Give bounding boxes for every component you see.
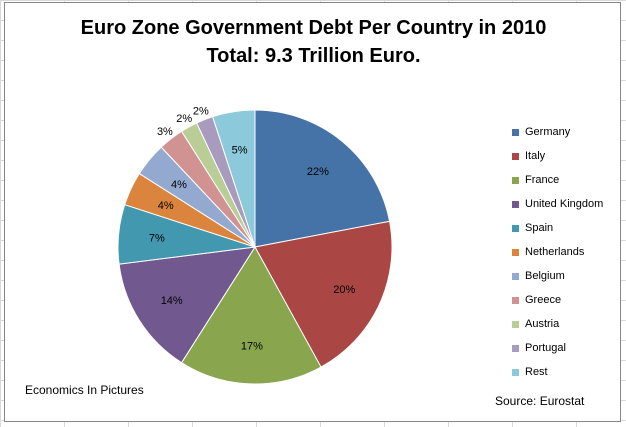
legend-label-spain: Spain: [525, 222, 554, 234]
legend-label-united-kingdom: United Kingdom: [525, 198, 604, 210]
legend-swatch-austria: [512, 320, 519, 328]
legend-item-portugal: Portugal: [512, 336, 603, 360]
pie-slice-rest[interactable]: [212, 109, 256, 248]
legend-swatch-belgium: [512, 272, 519, 280]
legend-item-spain: Spain: [512, 216, 603, 240]
legend-label-greece: Greece: [525, 294, 562, 306]
data-label-austria: 2%: [176, 113, 192, 125]
legend-label-belgium: Belgium: [525, 270, 565, 282]
data-label-greece: 3%: [157, 126, 173, 138]
pie-slice-france[interactable]: [180, 246, 322, 385]
legend-swatch-portugal: [512, 344, 519, 352]
legend-item-netherlands: Netherlands: [512, 240, 603, 264]
legend-label-italy: Italy: [525, 150, 546, 162]
legend-swatch-rest: [512, 368, 519, 376]
legend-label-france: France: [525, 174, 560, 186]
pie-slice-italy[interactable]: [254, 220, 393, 368]
legend-label-netherlands: Netherlands: [525, 246, 585, 258]
pie-chart[interactable]: 22%20%17%14%7%4%4%3%2%2%5%: [5, 3, 622, 423]
legend-item-greece: Greece: [512, 288, 603, 312]
legend-swatch-italy: [512, 152, 519, 160]
legend-swatch-united-kingdom: [512, 200, 519, 208]
legend-item-belgium: Belgium: [512, 264, 603, 288]
data-label-rest: 5%: [232, 145, 248, 157]
legend-swatch-netherlands: [512, 248, 519, 256]
legend-label-portugal: Portugal: [525, 342, 566, 354]
chart-subtitle: Total: 9.3 Trillion Euro.: [206, 45, 421, 67]
data-label-belgium: 4%: [171, 179, 187, 191]
source-text: Source: Eurostat: [495, 394, 585, 408]
pie-slice-germany[interactable]: [254, 109, 391, 248]
legend-item-united-kingdom: United Kingdom: [512, 192, 603, 216]
data-label-france: 17%: [241, 341, 263, 353]
legend-item-france: France: [512, 168, 603, 192]
legend-label-germany: Germany: [525, 126, 571, 138]
legend-swatch-germany: [512, 128, 519, 136]
legend-item-rest: Rest: [512, 360, 603, 384]
data-label-spain: 7%: [149, 233, 165, 245]
data-label-united-kingdom: 14%: [161, 295, 183, 307]
data-label-italy: 20%: [333, 284, 355, 296]
legend-label-austria: Austria: [525, 318, 560, 330]
legend-item-italy: Italy: [512, 144, 603, 168]
chart-area[interactable]: Euro Zone Government Debt Per Country in…: [4, 2, 621, 422]
legend-label-rest: Rest: [525, 366, 548, 378]
chart-title: Euro Zone Government Debt Per Country in…: [80, 17, 547, 39]
data-label-netherlands: 4%: [158, 200, 174, 212]
legend-swatch-france: [512, 176, 519, 184]
legend: Germany Italy France United Kingdom Spain Net…: [512, 120, 603, 384]
data-label-portugal: 2%: [193, 105, 209, 117]
pie-slice-united-kingdom[interactable]: [118, 246, 256, 364]
legend-swatch-greece: [512, 296, 519, 304]
credit-text: Economics In Pictures: [25, 383, 144, 397]
legend-swatch-spain: [512, 224, 519, 232]
data-label-germany: 22%: [307, 166, 329, 178]
legend-item-austria: Austria: [512, 312, 603, 336]
legend-item-germany: Germany: [512, 120, 603, 144]
